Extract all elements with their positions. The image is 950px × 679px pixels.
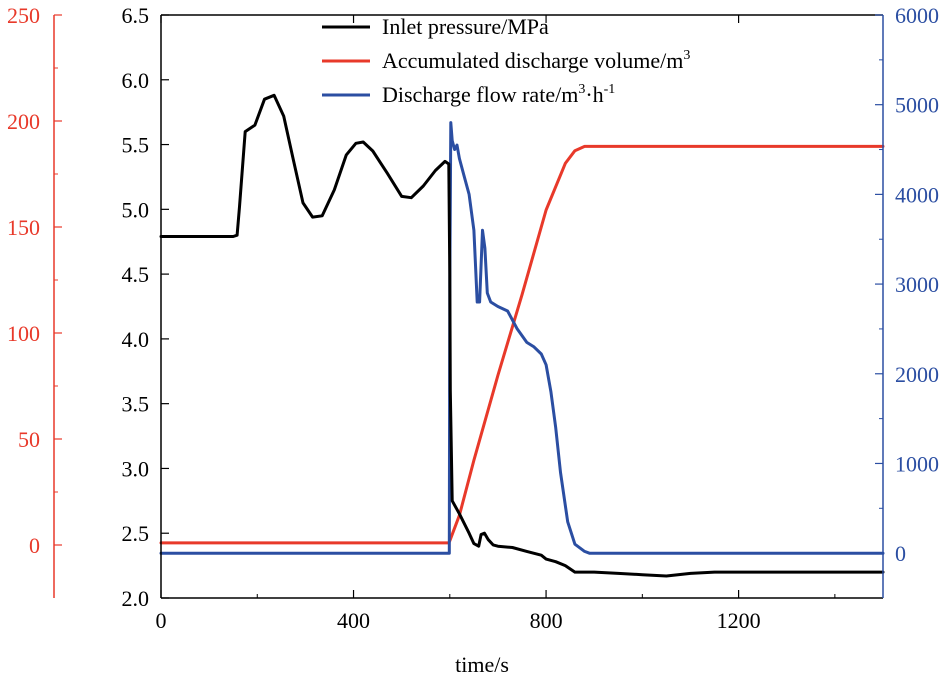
pressure-tick-label: 3.0 <box>122 456 150 481</box>
axes-layer: 0 400 800 1200 2.0 2.5 3.0 3.5 4.0 4.5 5.0 5.5 6.0 6.… <box>7 3 939 633</box>
legend-label-flow: Discharge flow rate/m3·h-1 <box>382 82 615 107</box>
series-layer <box>159 93 885 578</box>
flow-tick-label: 3000 <box>895 272 939 297</box>
volume-tick-label: 50 <box>18 427 40 452</box>
volume-tick-label: 150 <box>7 215 40 240</box>
x-tick-label: 400 <box>337 608 370 633</box>
x-axis-title: time/s <box>455 652 509 677</box>
flow-tick-label: 1000 <box>895 451 939 476</box>
pressure-tick-label: 2.5 <box>122 521 150 546</box>
x-tick-label: 800 <box>530 608 563 633</box>
pressure-tick-label: 5.0 <box>122 197 150 222</box>
pressure-tick-label: 4.5 <box>122 262 150 287</box>
pressure-tick-label: 2.0 <box>122 586 150 611</box>
series-line-volume <box>159 144 885 545</box>
legend: Inlet pressure/MPa Accumulated discharge … <box>322 14 690 107</box>
volume-tick-label: 0 <box>29 533 40 558</box>
flow-tick-label: 6000 <box>895 3 939 28</box>
flow-tick-label: 4000 <box>895 182 939 207</box>
x-tick-label: 1200 <box>717 608 761 633</box>
volume-tick-label: 100 <box>7 321 40 346</box>
flow-tick-label: 2000 <box>895 362 939 387</box>
legend-label-pressure: Inlet pressure/MPa <box>382 14 549 39</box>
volume-tick-label: 200 <box>7 109 40 134</box>
series-line-pressure <box>159 93 885 578</box>
volume-tick-label: 250 <box>7 3 40 28</box>
pressure-tick-label: 5.5 <box>122 133 150 158</box>
flow-tick-label: 0 <box>895 541 906 566</box>
pressure-tick-label: 3.5 <box>122 392 150 417</box>
series-line-flow <box>159 121 885 555</box>
x-tick-label: 0 <box>156 608 167 633</box>
pressure-tick-label: 6.5 <box>122 3 150 28</box>
flow-tick-label: 5000 <box>895 93 939 118</box>
pressure-tick-label: 6.0 <box>122 68 150 93</box>
pressure-tick-label: 4.0 <box>122 327 150 352</box>
legend-label-volume: Accumulated discharge volume/m3 <box>382 48 690 73</box>
